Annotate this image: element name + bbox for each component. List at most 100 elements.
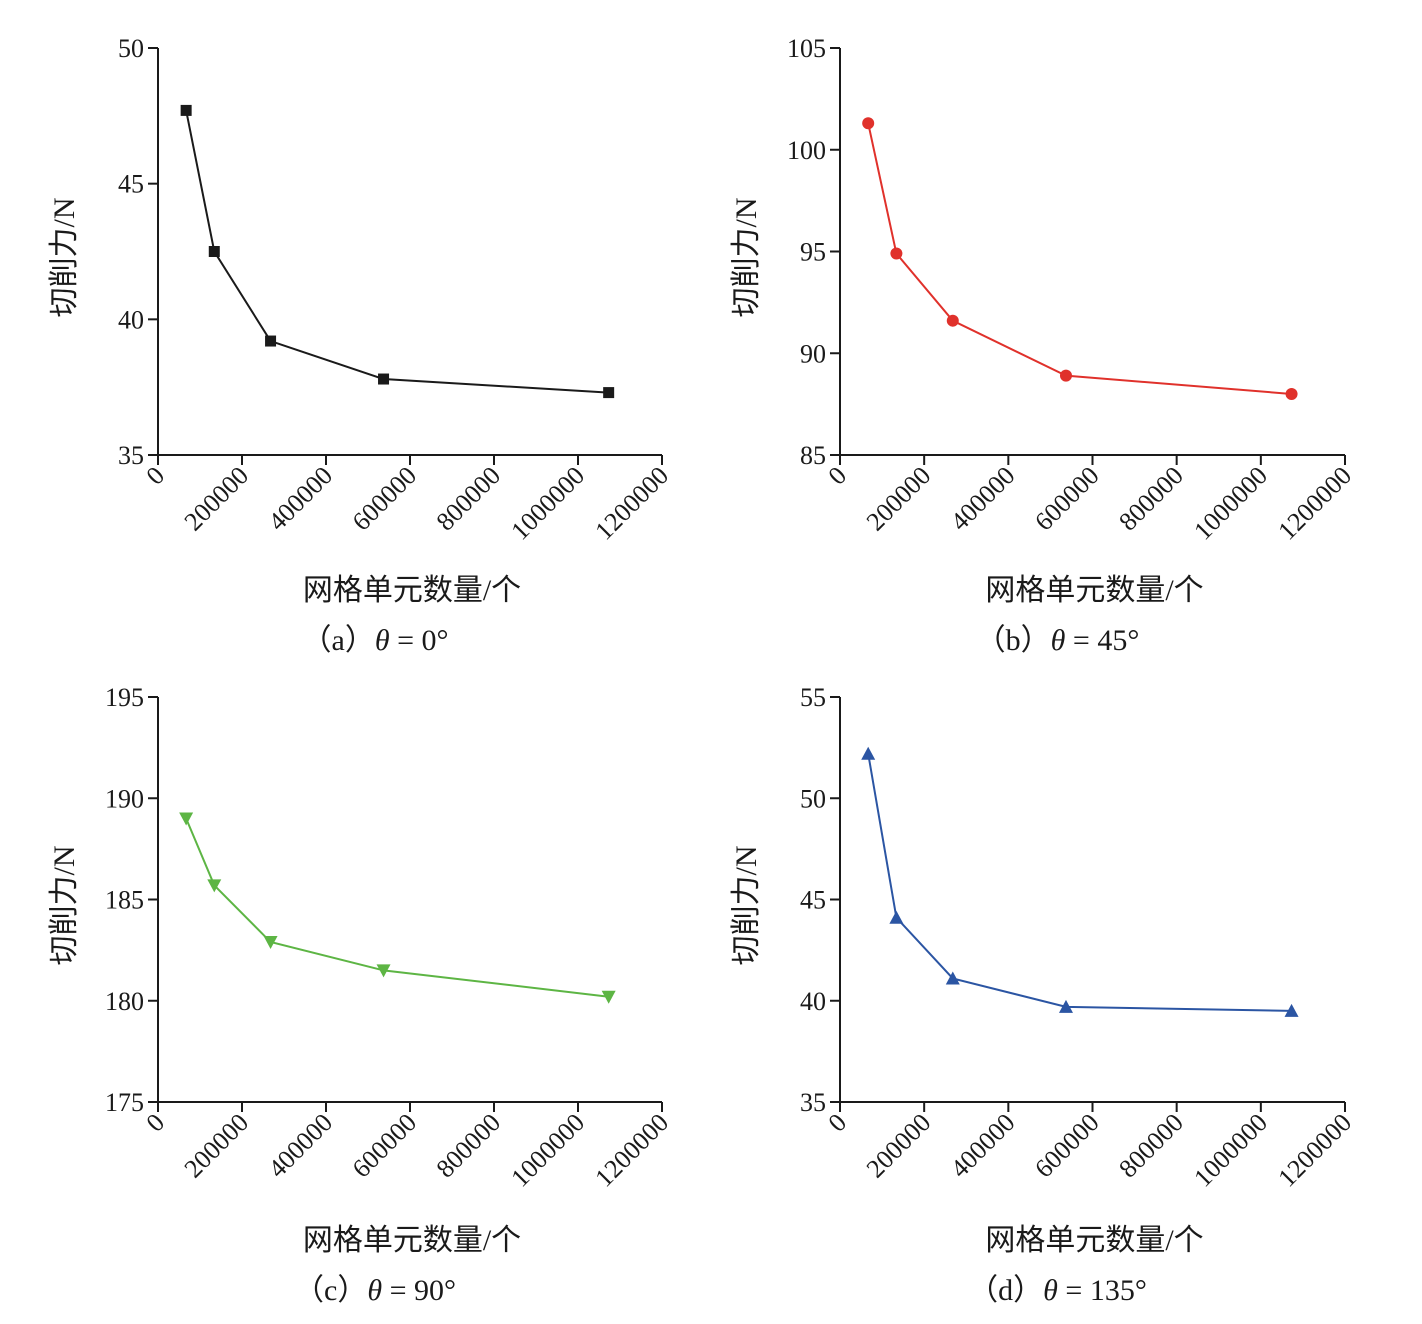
data-point xyxy=(1285,387,1298,400)
data-point xyxy=(376,964,391,978)
x-tick-label: 600000 xyxy=(347,1108,423,1184)
data-point xyxy=(862,117,875,130)
y-tick-label: 55 xyxy=(800,683,826,712)
y-tick-label: 95 xyxy=(800,238,826,267)
y-axis-title: 切削力/N xyxy=(48,846,81,966)
y-axis-title: 切削力/N xyxy=(730,198,763,318)
x-tick-label: 1000000 xyxy=(1188,461,1273,546)
chart-panel-d: 35 40 45 50 55 0 200000 400000 600000 800000 10000… xyxy=(730,683,1357,1307)
data-point xyxy=(208,246,220,257)
caption-angle: 45° xyxy=(1097,624,1139,657)
data-point xyxy=(861,746,876,760)
y-tick-label: 195 xyxy=(105,683,144,712)
x-tick-label: 1000000 xyxy=(505,461,590,546)
y-tick-label: 100 xyxy=(787,136,826,165)
caption-theta: θ xyxy=(1043,1274,1058,1307)
x-tick-label: 200000 xyxy=(861,461,937,537)
chart-panel-a: 35 40 45 50 0 200000 400000 600000 800000 1000000… xyxy=(48,34,674,657)
caption-theta: θ xyxy=(375,624,390,657)
chart-panel-c: 175 180 185 190 195 0 200000 400000 600000 800000… xyxy=(48,683,674,1307)
caption-prefix: （b） xyxy=(976,624,1051,657)
caption-prefix: （a） xyxy=(302,624,375,657)
chart-panel-b: 85 90 95 100 105 0 200000 400000 600000 800000 100… xyxy=(730,34,1357,657)
data-point xyxy=(603,387,615,399)
data-point xyxy=(890,247,903,260)
data-point xyxy=(263,936,278,950)
x-tick-label: 1000000 xyxy=(505,1108,590,1193)
y-tick-label: 50 xyxy=(800,784,826,813)
y-tick-label: 45 xyxy=(118,170,144,199)
caption-equals: = xyxy=(390,624,422,657)
x-tick-label: 400000 xyxy=(945,1108,1021,1184)
x-tick-label: 800000 xyxy=(1113,1108,1189,1184)
y-tick-label: 40 xyxy=(800,987,826,1016)
x-tick-label: 200000 xyxy=(861,1108,937,1184)
caption-angle: 0° xyxy=(422,624,449,657)
data-point xyxy=(265,335,277,347)
series-line xyxy=(867,123,1292,395)
x-tick-label: 1200000 xyxy=(1272,1108,1357,1193)
y-tick-label: 90 xyxy=(800,339,826,368)
x-tick-label: 800000 xyxy=(431,1108,507,1184)
data-point xyxy=(889,910,904,924)
data-point xyxy=(1059,369,1072,382)
x-tick-label: 600000 xyxy=(1029,1108,1105,1184)
series-line xyxy=(185,110,609,394)
x-tick-label: 0 xyxy=(141,461,171,491)
x-tick-label: 0 xyxy=(823,461,853,491)
caption-equals: = xyxy=(1058,1274,1090,1307)
x-tick-label: 200000 xyxy=(179,1108,255,1184)
panel-caption: （c）θ = 90° xyxy=(294,1274,456,1307)
data-point xyxy=(601,990,616,1004)
y-axis-title: 切削力/N xyxy=(730,846,763,966)
caption-prefix: （d） xyxy=(968,1274,1043,1307)
data-point xyxy=(179,812,194,826)
data-point xyxy=(1058,999,1073,1013)
caption-equals: = xyxy=(1065,624,1097,657)
x-tick-label: 800000 xyxy=(1113,461,1189,537)
data-point xyxy=(1284,1003,1299,1017)
x-tick-label: 1000000 xyxy=(1188,1108,1273,1193)
data-point xyxy=(180,104,192,116)
x-axis-title: 网格单元数量/个 xyxy=(985,1224,1203,1257)
series-line xyxy=(867,753,1292,1012)
x-tick-label: 200000 xyxy=(179,461,255,537)
x-tick-label: 600000 xyxy=(347,461,423,537)
x-tick-label: 400000 xyxy=(263,1108,339,1184)
x-tick-label: 600000 xyxy=(1029,461,1105,537)
caption-theta: θ xyxy=(1051,624,1066,657)
x-axis-title: 网格单元数量/个 xyxy=(303,574,521,607)
series-line xyxy=(185,818,609,998)
x-tick-label: 0 xyxy=(141,1108,171,1138)
y-tick-label: 180 xyxy=(105,987,144,1016)
y-tick-label: 50 xyxy=(118,34,144,63)
x-tick-label: 800000 xyxy=(431,461,507,537)
y-tick-label: 35 xyxy=(800,1088,826,1117)
panel-caption: （a）θ = 0° xyxy=(302,624,449,657)
x-tick-label: 1200000 xyxy=(589,1108,674,1193)
x-axis-title: 网格单元数量/个 xyxy=(303,1224,521,1257)
caption-angle: 90° xyxy=(414,1274,456,1307)
x-axis-title: 网格单元数量/个 xyxy=(985,574,1203,607)
x-tick-label: 400000 xyxy=(945,461,1021,537)
data-point xyxy=(207,879,222,893)
caption-angle: 135° xyxy=(1090,1274,1147,1307)
y-tick-label: 85 xyxy=(800,441,826,470)
x-tick-label: 0 xyxy=(823,1108,853,1138)
caption-prefix: （c） xyxy=(294,1274,367,1307)
y-tick-label: 35 xyxy=(118,441,144,470)
caption-theta: θ xyxy=(367,1274,382,1307)
x-tick-label: 1200000 xyxy=(1272,461,1357,546)
y-tick-label: 40 xyxy=(118,305,144,334)
x-tick-label: 400000 xyxy=(263,461,339,537)
data-point xyxy=(378,373,390,385)
y-axis-title: 切削力/N xyxy=(48,198,81,318)
y-tick-label: 105 xyxy=(787,34,826,63)
panel-caption: （b）θ = 45° xyxy=(976,624,1140,657)
x-tick-label: 1200000 xyxy=(589,461,674,546)
data-point xyxy=(946,314,959,327)
y-tick-label: 175 xyxy=(105,1088,144,1117)
caption-equals: = xyxy=(382,1274,414,1307)
y-tick-label: 45 xyxy=(800,886,826,915)
